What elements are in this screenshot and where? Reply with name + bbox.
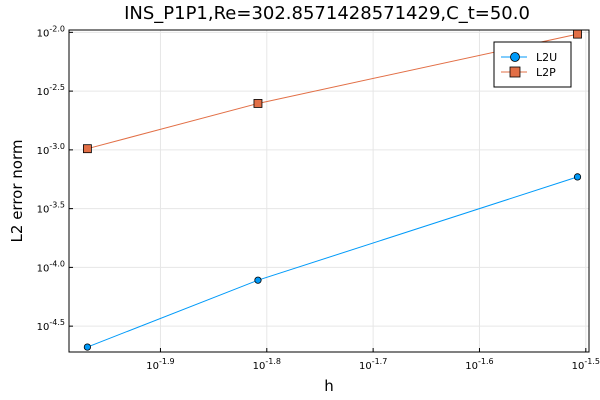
data-point-l2u — [83, 343, 91, 351]
axis-ticks: 10-1.9 10-1.8 10-1.7 10-1.6 10-1.5 10-4.5 10-4… — [37, 24, 600, 372]
x-tick-label: 10-1.6 — [465, 357, 493, 372]
x-tick-label: 10-1.8 — [253, 357, 281, 372]
grid-lines — [69, 30, 589, 352]
y-tick-label: 10-2.0 — [37, 24, 65, 39]
y-tick-label: 10-2.5 — [37, 83, 65, 98]
data-series — [82, 29, 582, 351]
x-tick-label: 10-1.9 — [146, 357, 174, 372]
legend-marker-l2p — [509, 66, 521, 78]
data-point-l2p — [573, 29, 582, 39]
legend-marker-l2u — [510, 52, 520, 62]
x-axis-label: h — [324, 377, 334, 395]
x-tick-label: 10-1.7 — [359, 357, 387, 372]
y-axis-label: L2 error norm — [8, 140, 26, 243]
data-point-l2u — [573, 173, 582, 181]
legend-label-l2p: L2P — [536, 66, 556, 79]
legend-box — [493, 41, 572, 88]
y-tick-label: 10-4.5 — [37, 318, 65, 333]
chart-title: INS_P1P1,Re=302.8571428571429,C_t=50.0 — [124, 3, 530, 24]
data-point-l2p — [253, 99, 263, 108]
y-tick-label: 10-3.0 — [37, 142, 65, 157]
plot-frame — [68, 29, 590, 353]
y-tick-label: 10-4.0 — [37, 259, 65, 274]
data-point-l2p — [82, 144, 92, 154]
data-point-l2u — [254, 276, 262, 284]
legend-label-l2u: L2U — [536, 51, 557, 64]
y-tick-label: 10-3.5 — [37, 201, 65, 216]
x-tick-label: 10-1.5 — [572, 357, 600, 372]
